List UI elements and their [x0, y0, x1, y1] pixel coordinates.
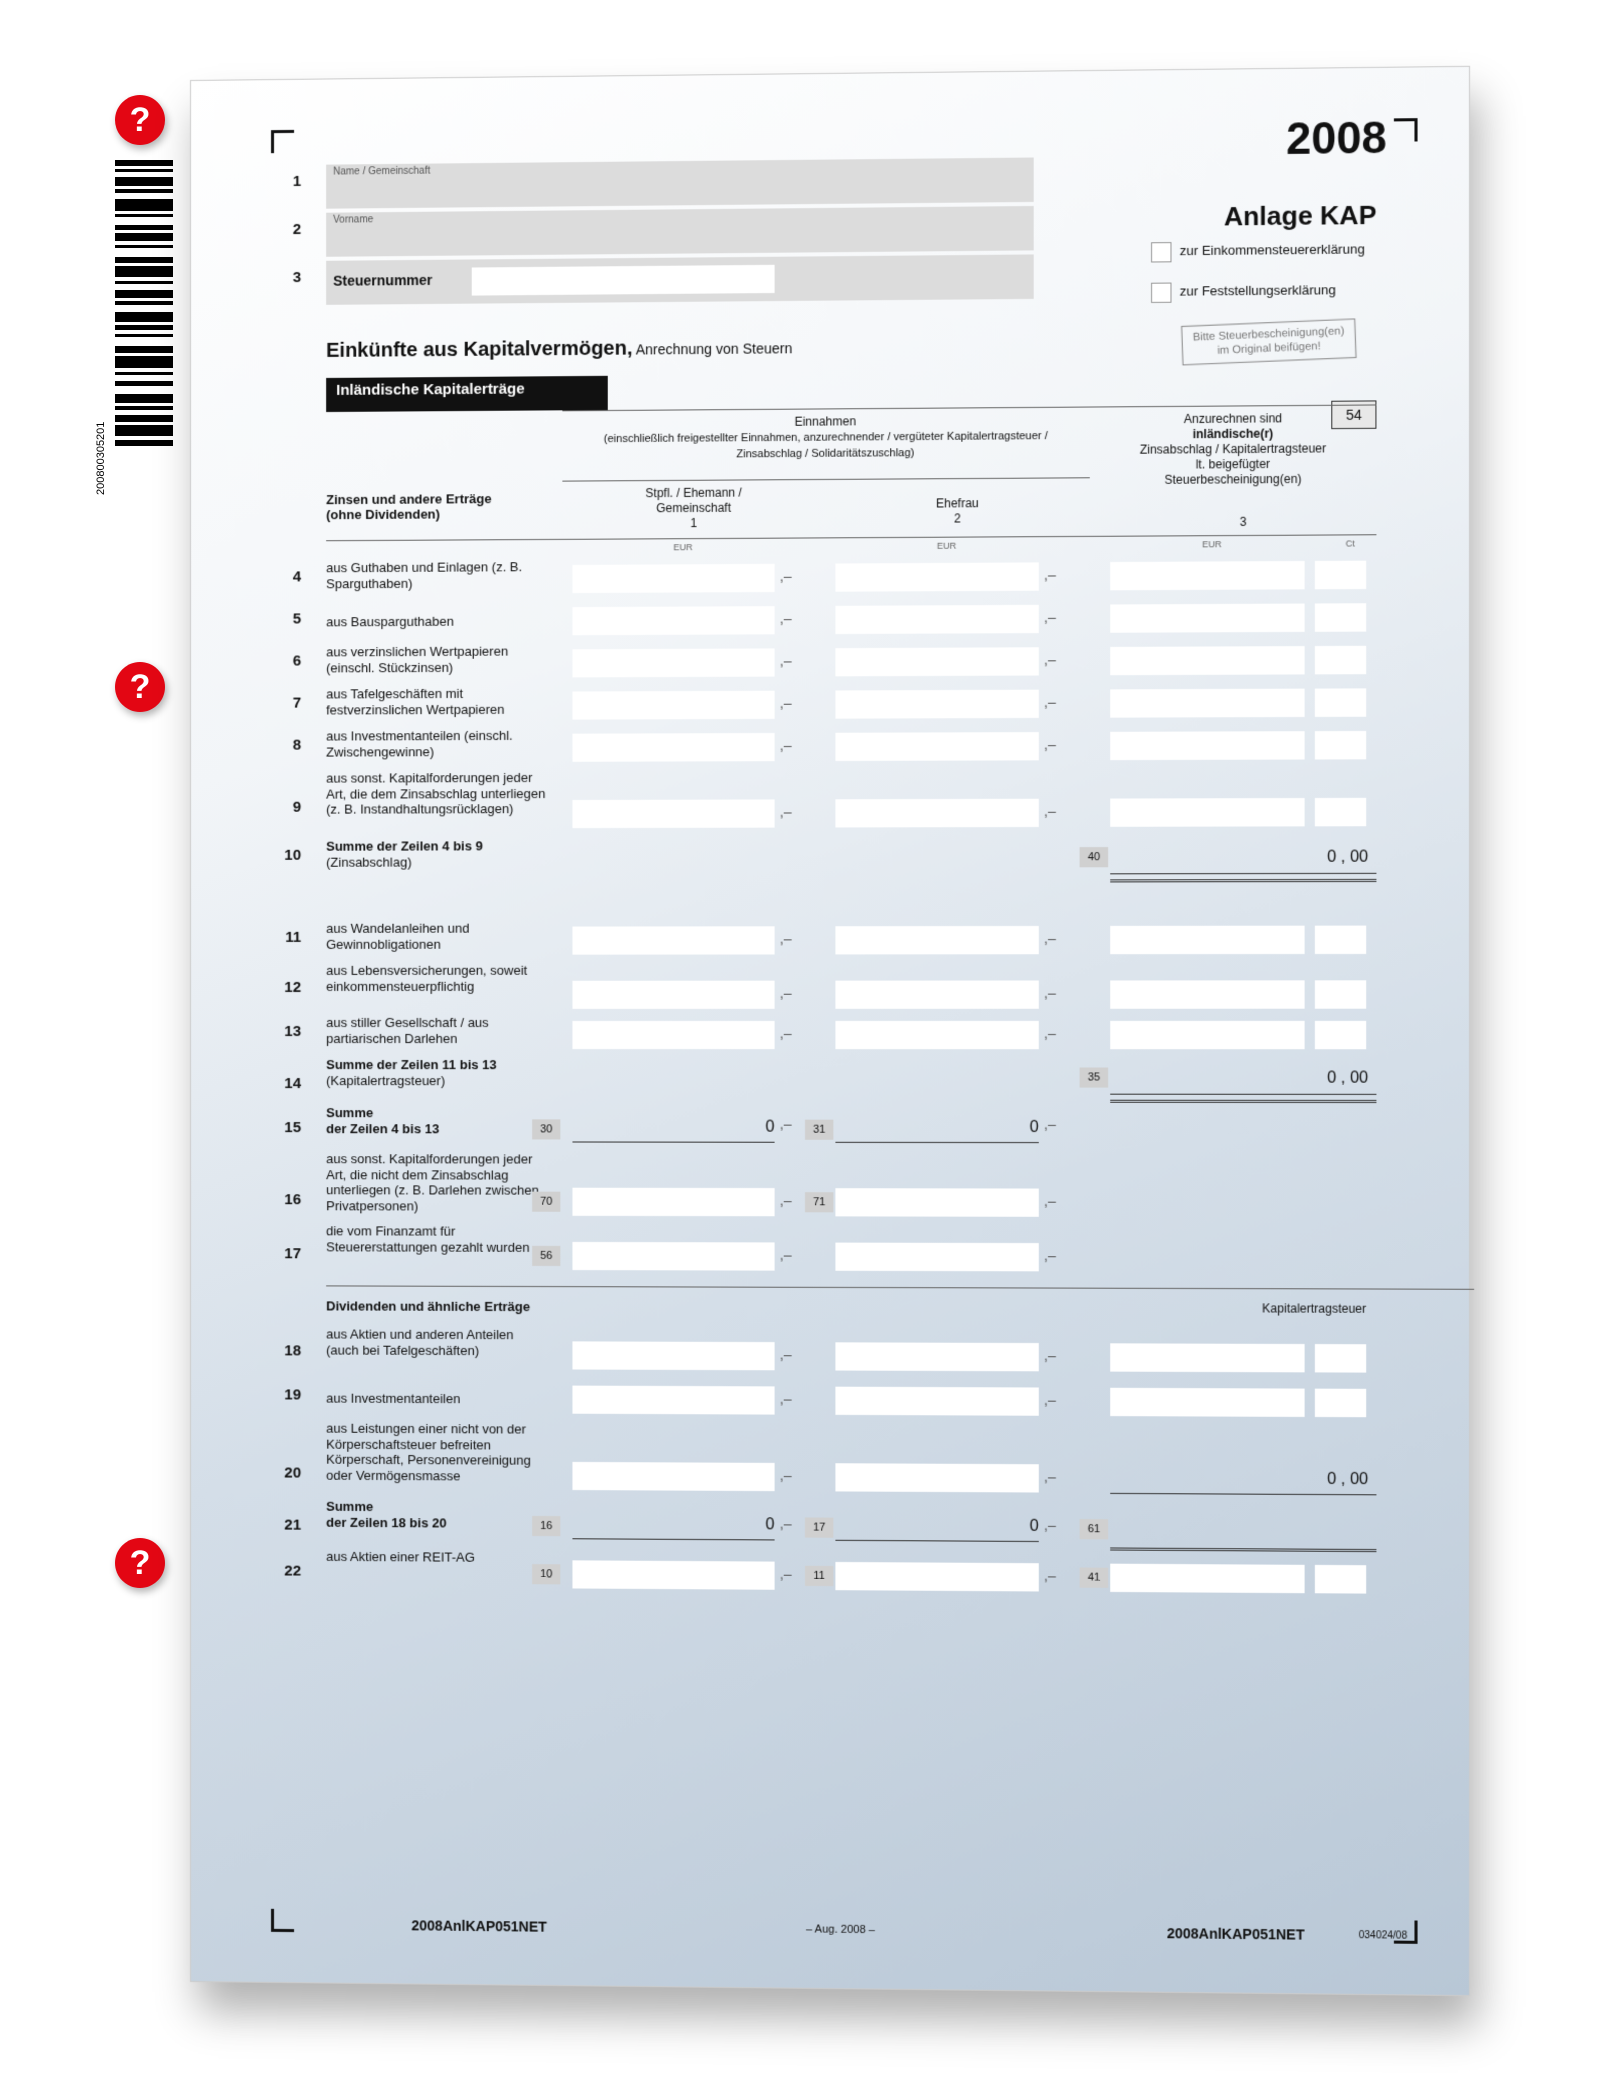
chk-einkommensteuer[interactable]: zur Einkommensteuererklärung: [1151, 240, 1376, 262]
r4-c2[interactable]: [835, 562, 1038, 591]
footer-id-left: 2008AnlKAP051NET: [411, 1917, 546, 1934]
r4-c1[interactable]: [572, 564, 774, 593]
barcode-label: 200800305201: [95, 422, 107, 495]
subhead-zinsen: Zinsen und andere Erträge (ohne Dividend…: [326, 491, 491, 522]
r4-c3[interactable]: [1110, 561, 1304, 590]
help-icon[interactable]: ?: [115, 95, 165, 145]
form-title: Einkünfte aus Kapitalvermögen, Anrechnun…: [326, 336, 792, 363]
stage: ? ? ? 200800305201 2008 A: [0, 0, 1600, 2100]
section-inland: Inländische Kapitalerträge: [326, 376, 608, 412]
footer-code: 034024/08: [1359, 1930, 1408, 1942]
form-page: 2008 Anlage KAP zur Einkommensteuererklä…: [190, 66, 1470, 1996]
vorname-field-bg: [326, 206, 1034, 257]
help-icon[interactable]: ?: [115, 1538, 165, 1588]
anlage-title: Anlage KAP: [1224, 200, 1377, 233]
stamp-note: Bitte Steuerbescheinigung(en)im Original…: [1181, 319, 1356, 365]
barcode: [115, 160, 173, 490]
help-icon[interactable]: ?: [115, 662, 165, 712]
dividenden-title: Dividenden und ähnliche Erträge: [326, 1298, 547, 1314]
steuernummer-input[interactable]: [472, 265, 775, 296]
chk-feststellung[interactable]: zur Feststellungserklärung: [1151, 281, 1376, 303]
sum-10: 0 , 00: [1110, 842, 1376, 874]
year: 2008: [1286, 113, 1386, 165]
name-field-bg: [326, 158, 1034, 209]
footer-id-right: 2008AnlKAP051NET: [1167, 1925, 1305, 1943]
footer-date: – Aug. 2008 –: [806, 1923, 875, 1936]
